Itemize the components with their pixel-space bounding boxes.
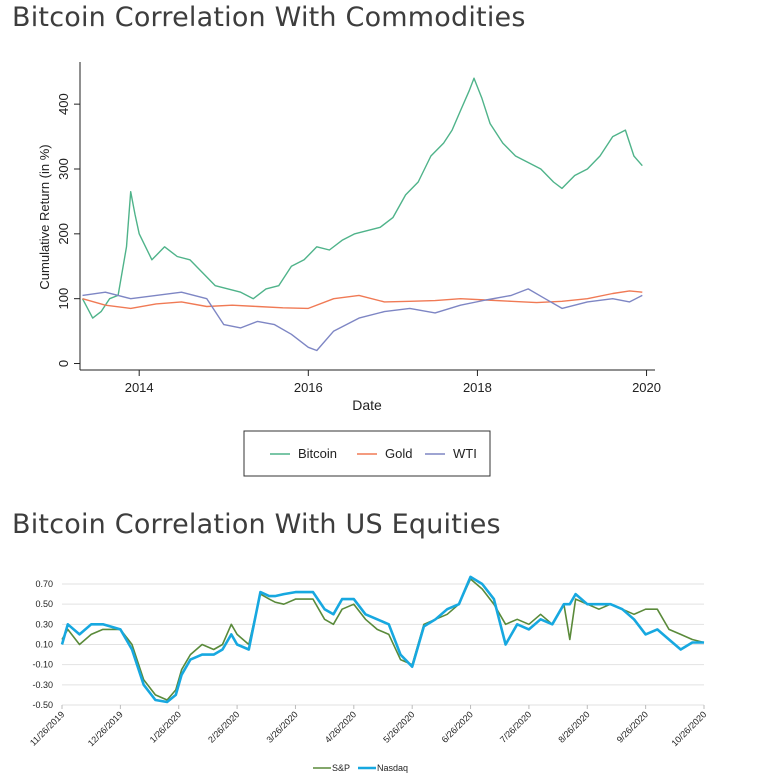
legend-label-s-p: S&P xyxy=(332,763,350,773)
x-tick-label: 6/26/2020 xyxy=(440,709,475,744)
series-line-gold xyxy=(82,290,643,310)
series-line-wti xyxy=(82,288,643,352)
legend-label-gold: Gold xyxy=(385,446,412,461)
y-tick-label: 0.50 xyxy=(35,599,53,609)
commodities-y-axis-label: Cumulative Return (in %) xyxy=(37,144,52,289)
equities-legend: S&P Nasdaq xyxy=(313,763,408,773)
equities-grid: 0.70 0.50 0.30 0.10 -0.10 -0.30 -0.50 xyxy=(32,579,704,710)
y-tick-label: 100 xyxy=(56,288,71,310)
x-tick-label: 2018 xyxy=(463,380,492,395)
x-tick-label: 5/26/2020 xyxy=(381,709,416,744)
y-tick-label: -0.50 xyxy=(32,700,53,710)
x-tick-label: 2016 xyxy=(294,380,323,395)
x-tick-label: 2020 xyxy=(632,380,661,395)
y-tick-label: 300 xyxy=(56,158,71,180)
commodities-series-group xyxy=(81,77,643,352)
y-tick-label: 0 xyxy=(56,360,71,367)
commodities-axes: 2014 2016 2018 2020 0 100 200 300 400 xyxy=(56,62,661,395)
equities-section-title: Bitcoin Correlation With US Equities xyxy=(12,509,501,540)
x-tick-label: 2/26/2020 xyxy=(206,709,241,744)
commodities-legend: Bitcoin Gold WTI xyxy=(243,430,491,477)
equities-axes: 11/26/2019 12/26/2019 1/26/2020 2/26/2020 3/… xyxy=(28,705,708,748)
commodities-x-axis-label: Date xyxy=(352,397,382,413)
series-line-nasdaq xyxy=(60,575,704,704)
x-tick-label: 3/26/2020 xyxy=(264,709,299,744)
x-tick-label: 2014 xyxy=(125,380,154,395)
legend-label-nasdaq: Nasdaq xyxy=(377,763,408,773)
x-tick-label: 7/26/2020 xyxy=(498,709,533,744)
x-tick-label: 8/26/2020 xyxy=(556,709,591,744)
legend-label-bitcoin: Bitcoin xyxy=(298,446,337,461)
y-tick-label: 200 xyxy=(56,223,71,245)
legend-label-wti: WTI xyxy=(453,446,477,461)
commodities-chart: 2014 2016 2018 2020 0 100 200 300 400 Date Cumul… xyxy=(37,62,661,477)
y-tick-label: 0.10 xyxy=(35,640,53,650)
y-tick-label: 0.70 xyxy=(35,579,53,589)
y-tick-label: 400 xyxy=(56,93,71,115)
y-tick-label: -0.30 xyxy=(32,680,53,690)
y-tick-label: 0.30 xyxy=(35,619,53,629)
x-tick-label: 9/26/2020 xyxy=(615,709,650,744)
x-tick-label: 10/26/2020 xyxy=(669,709,708,748)
x-tick-label: 11/26/2019 xyxy=(28,709,66,747)
commodities-section-title: Bitcoin Correlation With Commodities xyxy=(12,2,526,33)
y-tick-label: -0.10 xyxy=(32,660,53,670)
x-tick-label: 1/26/2020 xyxy=(148,709,183,744)
equities-series-group xyxy=(60,575,705,704)
series-line-s-p xyxy=(61,578,705,701)
x-tick-label: 12/26/2019 xyxy=(86,709,125,748)
x-tick-label: 4/26/2020 xyxy=(323,709,358,744)
series-line-bitcoin xyxy=(81,77,643,319)
